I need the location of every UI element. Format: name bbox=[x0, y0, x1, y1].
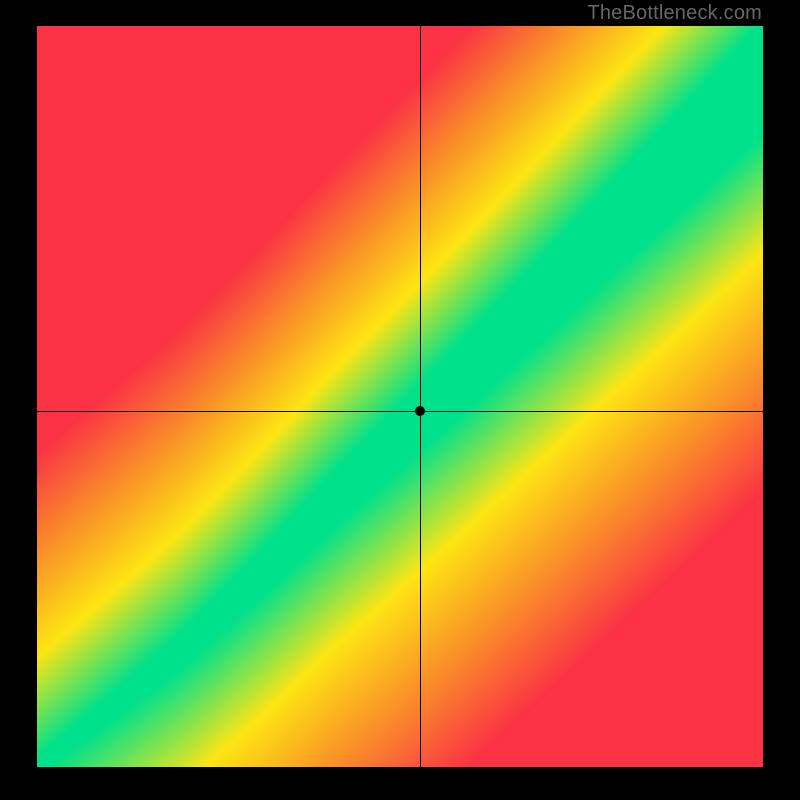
heatmap-canvas bbox=[37, 26, 763, 767]
bottleneck-heatmap bbox=[37, 26, 763, 767]
crosshair-marker bbox=[415, 406, 425, 416]
crosshair-horizontal bbox=[37, 411, 763, 412]
watermark-text: TheBottleneck.com bbox=[587, 2, 762, 25]
crosshair-vertical bbox=[420, 26, 421, 767]
